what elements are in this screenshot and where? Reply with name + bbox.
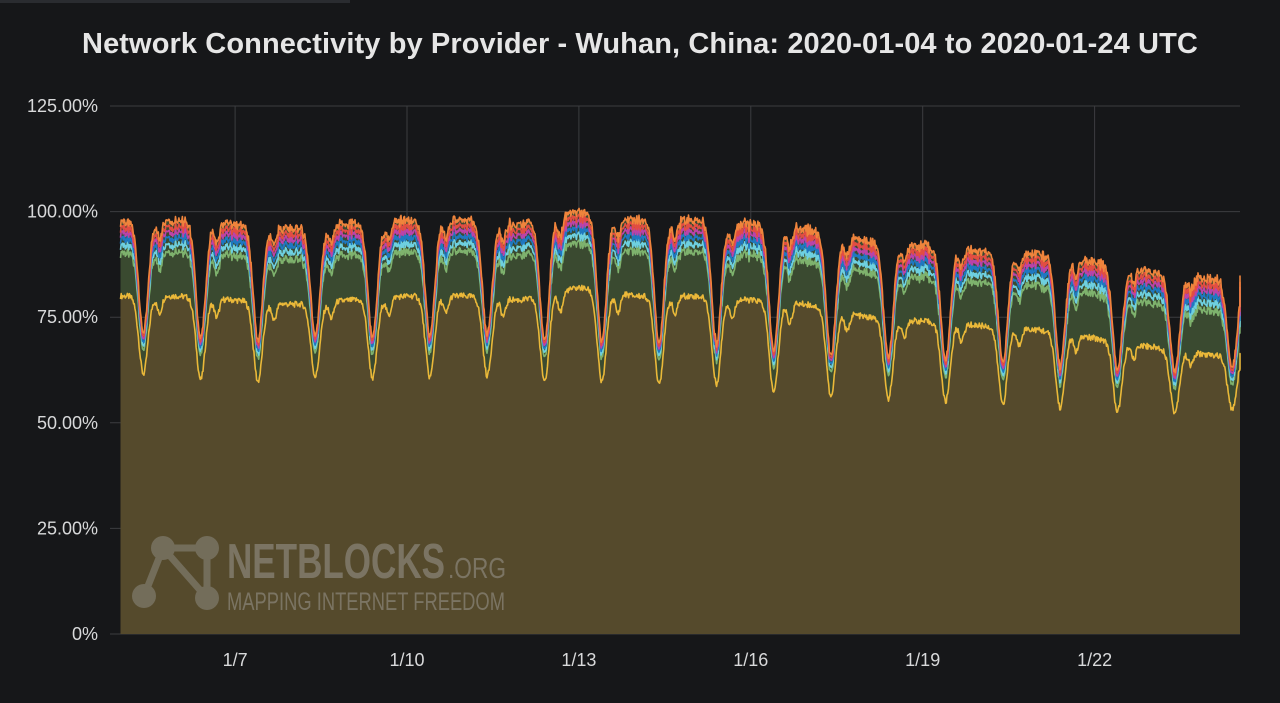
- netblocks-watermark: NETBLOCKS .ORG MAPPING INTERNET FREEDOM: [132, 535, 506, 616]
- series-line: [119, 207, 1241, 374]
- x-tick-label: 1/16: [733, 650, 768, 670]
- series-lines: [119, 207, 1241, 415]
- watermark-tagline: MAPPING INTERNET FREEDOM: [227, 588, 505, 616]
- x-tick-label: 1/10: [389, 650, 424, 670]
- x-tick-label: 1/22: [1077, 650, 1112, 670]
- y-tick-label: 75.00%: [37, 307, 98, 327]
- watermark-brand: NETBLOCKS: [227, 535, 445, 589]
- y-tick-label: 0%: [72, 624, 98, 644]
- y-axis-ticks: 125.00% 100.00% 75.00% 50.00% 25.00% 0%: [27, 96, 98, 644]
- y-tick-label: 125.00%: [27, 96, 98, 116]
- netblocks-logo-icon: [132, 536, 219, 610]
- watermark-suffix: .ORG: [448, 553, 506, 585]
- y-tick-label: 25.00%: [37, 518, 98, 538]
- top-strip: [0, 0, 350, 3]
- series-area-base: [120, 285, 1240, 634]
- y-tick-label: 50.00%: [37, 413, 98, 433]
- x-tick-label: 1/13: [561, 650, 596, 670]
- series-areas: [120, 208, 1240, 634]
- y-tick-label: 100.00%: [27, 202, 98, 222]
- chart-title: Network Connectivity by Provider - Wuhan…: [82, 28, 1198, 60]
- x-tick-label: 1/19: [905, 650, 940, 670]
- x-axis-ticks: 1/7 1/10 1/13 1/16 1/19 1/22: [223, 650, 1113, 670]
- series-line: [119, 284, 1241, 415]
- x-tick-label: 1/7: [223, 650, 248, 670]
